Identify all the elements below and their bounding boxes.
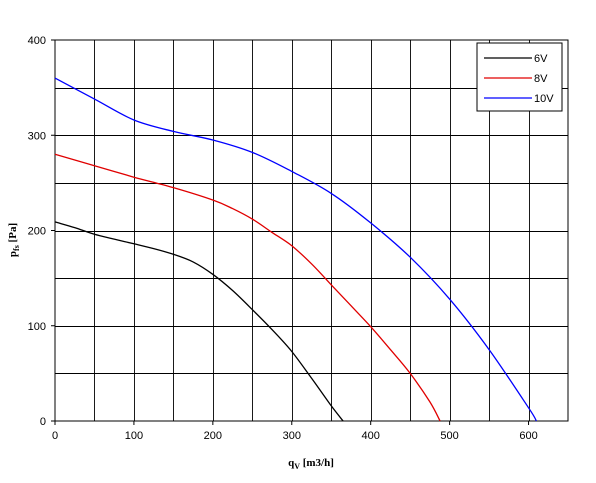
x-tick-label: 0 [52,430,58,442]
x-tick-label: 500 [440,430,458,442]
x-tick-label: 300 [283,430,301,442]
series-line-6v [54,221,344,422]
y-tick-label: 400 [28,35,46,47]
legend: 6V 8V 10V [476,42,563,112]
legend-box [476,42,563,112]
legend-items: 6V 8V 10V [484,53,554,105]
y-tick-label: 0 [40,416,46,428]
series-line-10v [54,77,537,422]
legend-label-8v: 8V [534,73,548,85]
legend-label-6v: 6V [534,53,548,65]
series-line-8v [54,153,441,422]
x-tick-label: 200 [204,430,222,442]
x-tick-label: 600 [519,430,537,442]
y-axis-label: pfs [Pa] [7,223,21,257]
x-tick-label: 100 [125,430,143,442]
series-lines [54,77,537,422]
y-tick-label: 300 [28,130,46,142]
x-tick-labels: 0 100 200 300 400 500 600 [52,421,538,442]
x-tick-label: 400 [362,430,380,442]
y-tick-labels: 0 100 200 300 400 [28,35,55,428]
y-tick-label: 100 [28,321,46,333]
y-tick-label: 200 [28,226,46,238]
legend-label-10v: 10V [534,93,554,105]
x-axis-label: qV [m3/h] [288,457,334,471]
